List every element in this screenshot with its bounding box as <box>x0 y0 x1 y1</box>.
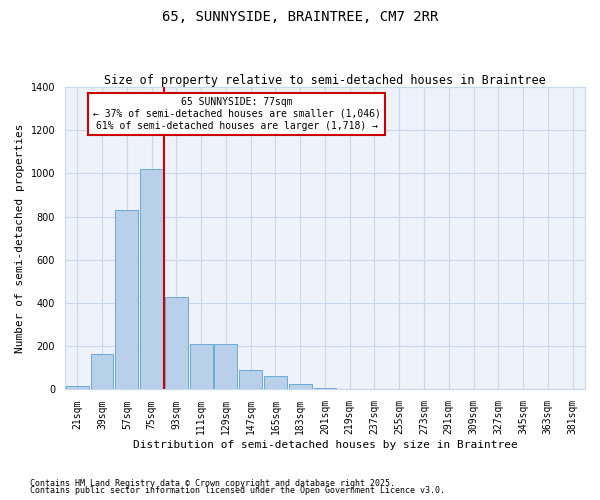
Bar <box>91 354 113 390</box>
Bar <box>165 296 188 390</box>
Bar <box>314 388 337 390</box>
Y-axis label: Number of semi-detached properties: Number of semi-detached properties <box>15 124 25 353</box>
Text: 65 SUNNYSIDE: 77sqm
← 37% of semi-detached houses are smaller (1,046)
61% of sem: 65 SUNNYSIDE: 77sqm ← 37% of semi-detach… <box>92 98 380 130</box>
Bar <box>214 344 237 390</box>
Bar <box>289 384 311 390</box>
Bar <box>140 169 163 390</box>
Bar <box>115 210 138 390</box>
Bar <box>264 376 287 390</box>
Text: 65, SUNNYSIDE, BRAINTREE, CM7 2RR: 65, SUNNYSIDE, BRAINTREE, CM7 2RR <box>162 10 438 24</box>
Text: Contains public sector information licensed under the Open Government Licence v3: Contains public sector information licen… <box>30 486 445 495</box>
Bar <box>66 386 89 390</box>
Bar <box>190 344 212 390</box>
Title: Size of property relative to semi-detached houses in Braintree: Size of property relative to semi-detach… <box>104 74 546 87</box>
Bar <box>239 370 262 390</box>
Text: Contains HM Land Registry data © Crown copyright and database right 2025.: Contains HM Land Registry data © Crown c… <box>30 478 395 488</box>
X-axis label: Distribution of semi-detached houses by size in Braintree: Distribution of semi-detached houses by … <box>133 440 517 450</box>
